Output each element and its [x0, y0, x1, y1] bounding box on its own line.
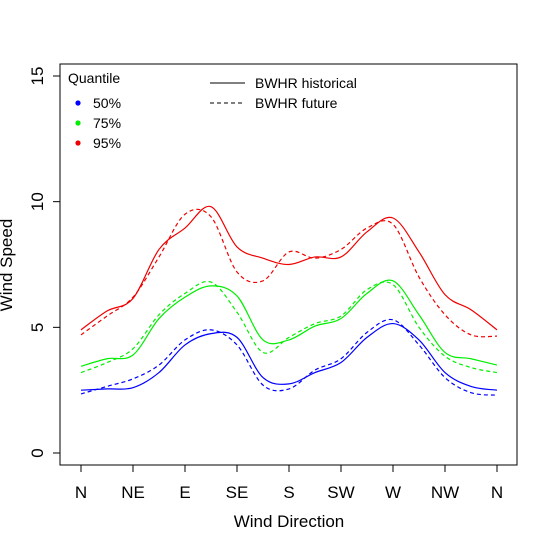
legend-dot-75 — [75, 120, 81, 126]
x-tick-label: E — [179, 483, 190, 502]
x-tick-label: NW — [431, 483, 459, 502]
quantile-legend-title: Quantile — [68, 70, 120, 86]
x-tick-label: NE — [121, 483, 145, 502]
series-line-q95-future — [80, 208, 498, 338]
y-tick-label: 0 — [28, 448, 47, 457]
series-layer — [80, 205, 498, 396]
x-tick-label: W — [385, 483, 401, 502]
scenario-legend: BWHR historical BWHR future — [210, 75, 357, 111]
series-line-q75-future — [80, 280, 498, 374]
y-axis-title: Wind Speed — [0, 219, 16, 312]
y-tick-label: 10 — [28, 192, 47, 211]
legend-label-historical: BWHR historical — [255, 75, 357, 91]
x-tick-label: SW — [327, 483, 354, 502]
y-tick-label: 5 — [28, 323, 47, 332]
legend-label-50: 50% — [93, 95, 121, 111]
legend-dot-95 — [75, 140, 81, 146]
x-tick-label: SE — [226, 483, 249, 502]
y-axis: 0 5 10 15 — [28, 67, 60, 458]
legend-dot-50 — [75, 100, 81, 106]
x-tick-label: S — [283, 483, 294, 502]
legend-label-95: 95% — [93, 135, 121, 151]
x-tick-label: N — [75, 483, 87, 502]
series-line-q50-historical — [80, 322, 498, 391]
y-tick-label: 15 — [28, 67, 47, 86]
x-axis: N NE E SE S SW W NW N — [75, 464, 503, 502]
quantile-legend: Quantile 50% 75% 95% — [68, 70, 121, 151]
series-line-q95-historical — [80, 205, 498, 331]
legend-label-75: 75% — [93, 115, 121, 131]
series-line-q75-historical — [80, 279, 498, 367]
x-axis-title: Wind Direction — [234, 512, 345, 531]
legend-label-future: BWHR future — [255, 95, 338, 111]
series-line-q50-future — [80, 318, 498, 396]
x-tick-label: N — [491, 483, 503, 502]
